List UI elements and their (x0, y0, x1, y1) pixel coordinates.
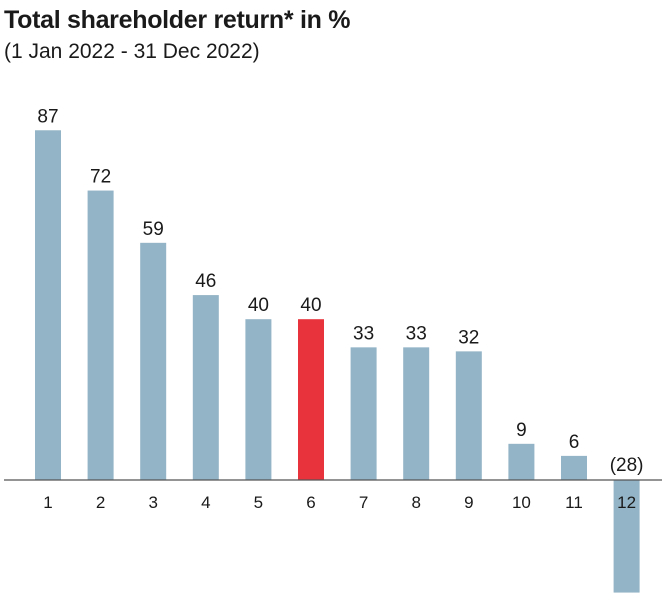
bar-5 (245, 319, 272, 480)
bar-12 (613, 480, 640, 593)
bar-1 (35, 130, 61, 480)
bar-2 (87, 190, 114, 480)
value-label-9: 32 (458, 327, 479, 348)
bar-11 (561, 455, 587, 480)
value-label-8: 33 (406, 323, 427, 344)
tick-label-6: 6 (306, 493, 315, 512)
bar-3 (140, 242, 167, 480)
tick-label-11: 11 (565, 493, 583, 512)
value-label-7: 33 (353, 323, 374, 344)
value-label-10: 9 (516, 420, 527, 441)
tick-label-5: 5 (254, 493, 263, 512)
tick-label-2: 2 (96, 493, 105, 512)
tick-label-8: 8 (411, 493, 420, 512)
chart-subtitle: (1 Jan 2022 - 31 Dec 2022) (4, 40, 260, 63)
value-label-3: 59 (143, 219, 164, 240)
tick-label-4: 4 (201, 493, 210, 512)
bar-7 (350, 347, 377, 480)
value-label-4: 46 (195, 271, 216, 292)
tick-label-9: 9 (464, 493, 473, 512)
bar-10 (508, 443, 535, 480)
bar-9 (455, 351, 482, 480)
tick-label-10: 10 (512, 493, 531, 512)
tick-label-12: 12 (617, 493, 636, 512)
tick-label-1: 1 (43, 493, 52, 512)
tick-label-7: 7 (359, 493, 368, 512)
value-label-5: 40 (248, 295, 269, 316)
bar-8 (403, 347, 430, 480)
value-label-6: 40 (300, 295, 321, 316)
value-label-11: 6 (569, 432, 580, 453)
chart-title: Total shareholder return* in % (4, 6, 351, 34)
value-label-2: 72 (90, 167, 111, 188)
value-label-1: 87 (37, 106, 58, 127)
bar-4 (192, 295, 219, 480)
tick-label-3: 3 (148, 493, 157, 512)
bar-6 (298, 319, 324, 480)
value-label-12: (28) (610, 455, 644, 476)
